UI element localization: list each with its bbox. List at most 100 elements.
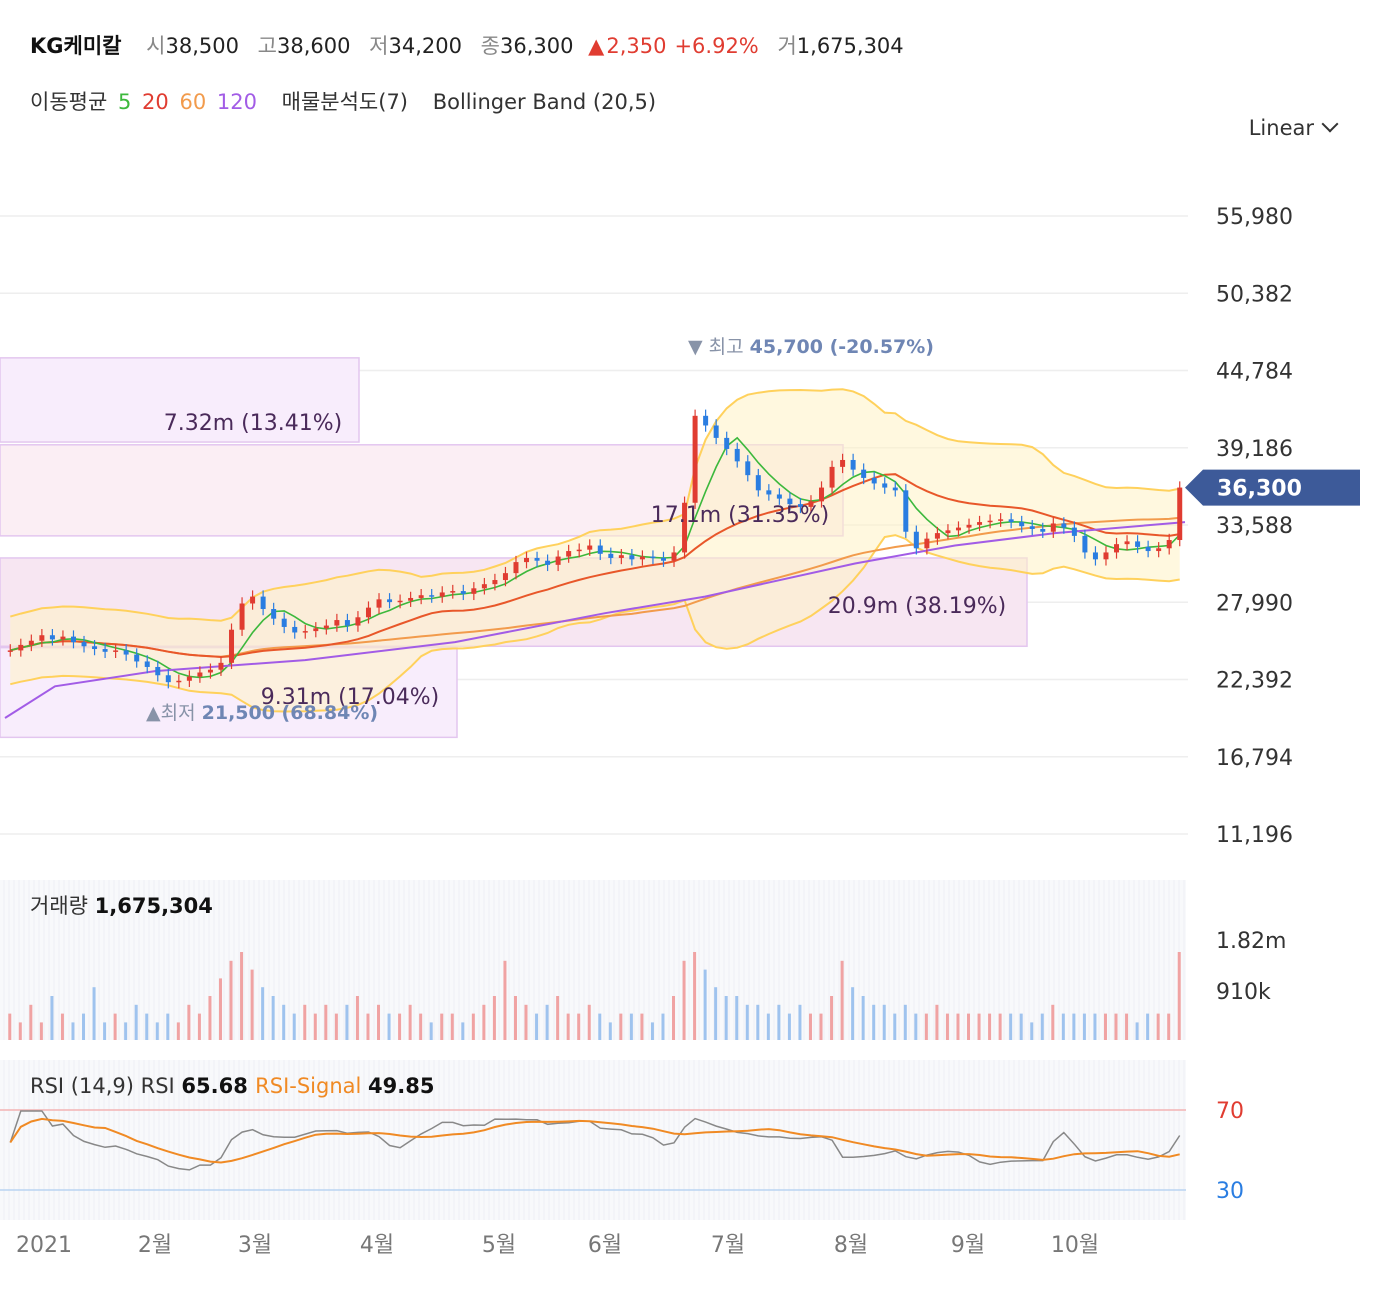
candle-body — [355, 617, 361, 626]
candle-body — [608, 553, 614, 558]
volume-bar — [1093, 1013, 1097, 1040]
volume-profile-label[interactable]: 매물분석도(7) — [281, 90, 409, 114]
candle-body — [998, 519, 1004, 521]
scale-selector[interactable]: Linear — [1248, 115, 1339, 140]
volume-bar — [113, 1013, 117, 1040]
candle-body — [471, 588, 477, 594]
volume-bar — [693, 952, 697, 1040]
candle-body — [934, 533, 940, 539]
volume-bar — [756, 1004, 760, 1040]
volume-bar — [945, 1013, 949, 1040]
x-tick-label: 3월 — [238, 1233, 272, 1258]
candle-body — [1029, 526, 1035, 529]
volume-bar — [1103, 1013, 1107, 1040]
volume-bar — [187, 1004, 191, 1040]
candle-body — [1114, 544, 1120, 553]
candle-body — [492, 580, 498, 585]
bollinger-label[interactable]: Bollinger Band (20,5) — [432, 90, 657, 114]
candle-body — [660, 557, 666, 561]
candle-body — [871, 477, 877, 484]
candle-body — [850, 459, 856, 470]
volume-bar — [577, 1013, 581, 1040]
volume-bar — [355, 996, 359, 1040]
candle-body — [1040, 528, 1046, 532]
high-label: 고 — [257, 34, 277, 58]
candle-body — [218, 662, 224, 670]
candle-body — [313, 628, 319, 632]
candle-body — [892, 487, 898, 491]
candle-body — [955, 527, 961, 531]
volume-bar — [903, 1004, 907, 1040]
low-marker: ▲최저 21,500 (68.84%) — [146, 702, 378, 724]
candle-body — [229, 629, 235, 663]
volume-bar — [345, 1004, 349, 1040]
volume-bar — [387, 1013, 391, 1040]
x-tick-label: 7월 — [711, 1233, 745, 1258]
high-value: 38,600 — [277, 34, 351, 58]
x-tick-label: 6월 — [588, 1233, 622, 1258]
volume-bar — [1040, 1013, 1044, 1040]
volume-bar — [967, 1013, 971, 1040]
candle-body — [797, 504, 803, 507]
volume-bar — [408, 1004, 412, 1040]
volume-bar — [840, 960, 844, 1040]
volume-bar — [1135, 1022, 1139, 1040]
candle-body — [692, 415, 698, 503]
candle-body — [671, 552, 677, 561]
x-tick-label: 5월 — [482, 1233, 516, 1258]
volume-bar — [998, 1013, 1002, 1040]
candle-body — [713, 425, 719, 438]
volume-bar — [819, 1013, 823, 1040]
candle-body — [365, 607, 371, 618]
volume-tick-label: 1.82m — [1216, 929, 1286, 954]
volume-bar — [482, 1004, 486, 1040]
volume-bar — [714, 987, 718, 1040]
volume-bar — [1082, 1013, 1086, 1040]
volume-value: 1,675,304 — [796, 34, 904, 58]
candle-body — [92, 646, 98, 650]
current-price-label: 36,300 — [1217, 477, 1302, 502]
volume-bar — [535, 1013, 539, 1040]
volume-bar — [619, 1013, 623, 1040]
indicator-legend[interactable]: 이동평균 5 20 60 120 매물분석도(7) Bollinger Band… — [30, 86, 660, 116]
candle-body — [861, 469, 867, 478]
candle-body — [429, 595, 435, 597]
ma-5-label[interactable]: 5 — [117, 90, 132, 114]
ma-120-label[interactable]: 120 — [216, 90, 257, 114]
candle-body — [292, 626, 298, 633]
change-value: 2,350 — [606, 34, 667, 58]
y-tick-label: 22,392 — [1216, 669, 1293, 694]
volume-bar — [440, 1013, 444, 1040]
candle-body — [1082, 535, 1088, 553]
candle-body — [186, 676, 192, 681]
scale-selector-label[interactable]: Linear — [1248, 116, 1314, 140]
ma-label[interactable]: 이동평균 — [30, 90, 108, 114]
volume-bar — [282, 1004, 286, 1040]
candle-body — [155, 666, 161, 676]
candle-body — [819, 487, 825, 502]
volume-bar — [524, 1004, 528, 1040]
ma-20-label[interactable]: 20 — [142, 90, 169, 114]
candle-body — [597, 545, 603, 554]
volume-bar — [977, 1013, 981, 1040]
current-price-tag — [1185, 469, 1360, 506]
volume-bar — [1009, 1013, 1013, 1040]
volume-bar — [229, 960, 233, 1040]
volume-bar — [703, 969, 707, 1040]
volume-bar — [1125, 1013, 1129, 1040]
volume-bar — [1167, 1013, 1171, 1040]
candle-body — [207, 669, 213, 673]
candle-body — [49, 635, 55, 640]
candle-body — [323, 625, 329, 629]
candle-body — [513, 562, 519, 574]
candle-body — [28, 640, 34, 645]
candle-body — [787, 498, 793, 505]
candle-body — [7, 650, 13, 652]
candle-body — [576, 549, 582, 552]
candle-body — [734, 448, 740, 462]
change-up-icon: ▲ — [588, 34, 605, 58]
ma-60-label[interactable]: 60 — [179, 90, 207, 114]
rsi-signal-line — [9, 1117, 1180, 1164]
volume-bar — [313, 1013, 317, 1040]
